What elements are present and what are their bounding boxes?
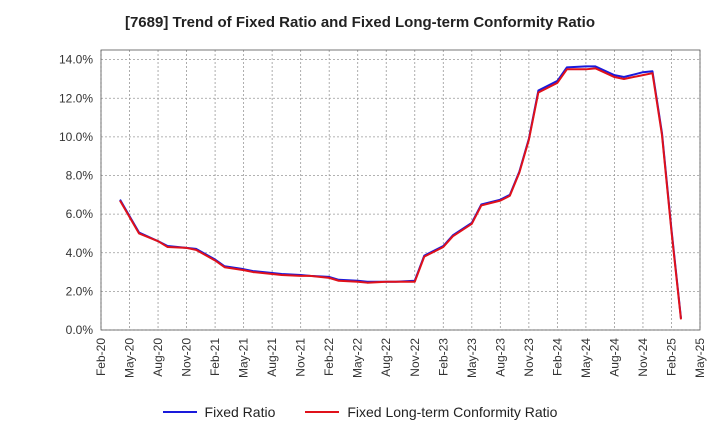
x-tick-label: Aug-24 (607, 338, 621, 377)
legend-swatch-fixed-ratio (162, 411, 197, 413)
x-tick-label: Feb-25 (664, 338, 678, 376)
series-lines (119, 65, 682, 320)
legend-label-fixed-long-term-conformity-ratio: Fixed Long-term Conformity Ratio (347, 404, 558, 420)
x-tick-label: May-21 (237, 338, 251, 378)
x-tick-label: Nov-24 (636, 338, 650, 377)
series-line-fixed-ratio (119, 65, 682, 319)
y-tick-label: 12.0% (59, 91, 93, 105)
legend: Fixed Ratio Fixed Long-term Conformity R… (0, 404, 720, 420)
x-tick-label: May-24 (579, 338, 593, 378)
x-tick-label: Aug-23 (493, 338, 507, 377)
y-tick-label: 10.0% (59, 130, 93, 144)
series-line-fixed-long-term-conformity-ratio (119, 67, 682, 320)
chart-title: [7689] Trend of Fixed Ratio and Fixed Lo… (124, 14, 596, 31)
x-tick-label: Nov-22 (408, 338, 422, 377)
x-tick-label: Feb-20 (94, 338, 108, 376)
legend-item-fixed-ratio: Fixed Ratio (162, 404, 276, 420)
y-tick-label: 4.0% (66, 246, 94, 260)
legend-swatch-fixed-long-term-conformity-ratio (305, 411, 340, 413)
axes (100, 49, 701, 331)
x-tick-label: Nov-21 (294, 338, 308, 377)
x-tick-label: Nov-23 (522, 338, 536, 377)
x-tick-label: May-22 (351, 338, 365, 378)
y-tick-label: 6.0% (66, 207, 94, 221)
x-tick-label: Nov-20 (180, 338, 194, 377)
legend-item-fixed-long-term-conformity-ratio: Fixed Long-term Conformity Ratio (305, 404, 557, 420)
y-tick-label: 0.0% (66, 323, 94, 337)
x-axis-tick-labels: Feb-20 May-20 Aug-20 Nov-20 Feb-21 May-21 Aug-… (94, 338, 707, 378)
x-tick-label: May-23 (465, 338, 479, 378)
x-tick-label: Feb-24 (550, 338, 564, 376)
x-tick-label: Feb-21 (208, 338, 222, 376)
y-tick-label: 14.0% (59, 53, 93, 67)
x-tick-label: May-20 (123, 338, 137, 378)
x-tick-label: Aug-20 (151, 338, 165, 377)
x-tick-label: Feb-22 (322, 338, 336, 376)
x-tick-label: May-25 (693, 338, 707, 378)
plot-frame (100, 49, 701, 331)
legend-label-fixed-ratio: Fixed Ratio (204, 404, 276, 420)
x-tick-label: Aug-22 (379, 338, 393, 377)
x-tick-label: Aug-21 (265, 338, 279, 377)
y-axis-tick-labels: 0.0% 2.0% 4.0% 6.0% 8.0% 10.0% 12.0% 14.0% (59, 53, 93, 337)
y-tick-label: 2.0% (66, 284, 94, 298)
x-tick-label: Feb-23 (436, 338, 450, 376)
y-tick-label: 8.0% (66, 169, 94, 183)
grid-lines (100, 50, 701, 331)
